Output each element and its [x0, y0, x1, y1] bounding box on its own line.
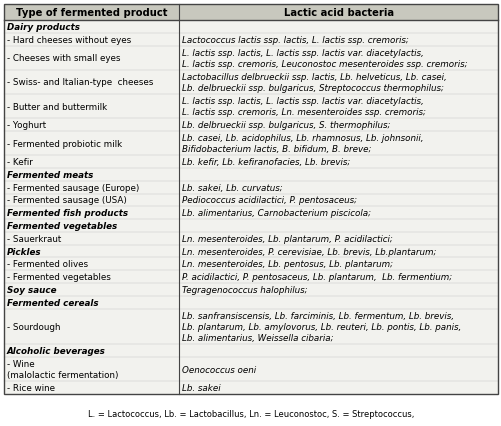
Text: - Fermented olives: - Fermented olives [7, 260, 88, 269]
Text: Fermented cereals: Fermented cereals [7, 298, 98, 307]
Text: Dairy products: Dairy products [7, 23, 80, 32]
Text: - Sauerkraut: - Sauerkraut [7, 234, 61, 243]
Text: Fermented vegetables: Fermented vegetables [7, 222, 117, 230]
Text: Lb. casei, Lb. acidophilus, Lb. rhamnosus, Lb. johnsonii,
Bifidobacterium lactis: Lb. casei, Lb. acidophilus, Lb. rhamnosu… [182, 134, 423, 154]
Text: Ln. mesenteroides, P. cerevisiae, Lb. brevis, Lb.plantarum;: Ln. mesenteroides, P. cerevisiae, Lb. br… [182, 247, 436, 256]
Text: - Fermented sausage (Europe): - Fermented sausage (Europe) [7, 183, 139, 192]
Text: P. acidilactici, P. pentosaceus, Lb. plantarum,  Lb. fermentium;: P. acidilactici, P. pentosaceus, Lb. pla… [182, 273, 452, 282]
Text: Lb. delbrueckii ssp. bulgaricus, S. thermophilus;: Lb. delbrueckii ssp. bulgaricus, S. ther… [182, 121, 390, 130]
Text: - Hard cheeses without eyes: - Hard cheeses without eyes [7, 36, 131, 45]
Text: Pediococcus acidilactici, P. pentosaceus;: Pediococcus acidilactici, P. pentosaceus… [182, 196, 357, 205]
Text: Lactococcus lactis ssp. lactis, L. lactis ssp. cremoris;: Lactococcus lactis ssp. lactis, L. lacti… [182, 36, 408, 45]
Text: Oenococcus oeni: Oenococcus oeni [182, 365, 256, 374]
Text: Ln. mesenteroides, Lb. pentosus, Lb. plantarum;: Ln. mesenteroides, Lb. pentosus, Lb. pla… [182, 260, 393, 269]
Bar [4, 21, 497, 394]
Text: Lb. sanfransiscensis, Lb. farciminis, Lb. fermentum, Lb. brevis,
Lb. plantarum, : Lb. sanfransiscensis, Lb. farciminis, Lb… [182, 311, 461, 342]
Text: Fermented fish products: Fermented fish products [7, 209, 128, 218]
Text: - Kefir: - Kefir [7, 158, 33, 167]
Text: - Fermented vegetables: - Fermented vegetables [7, 273, 111, 282]
Text: L. = Lactococcus, Lb. = Lactobacillus, Ln. = Leuconostoc, S. = Streptococcus,: L. = Lactococcus, Lb. = Lactobacillus, L… [88, 409, 413, 418]
Text: - Butter and buttermilk: - Butter and buttermilk [7, 102, 107, 111]
Text: Alcoholic beverages: Alcoholic beverages [7, 346, 106, 355]
Text: - Wine
(malolactic fermentation): - Wine (malolactic fermentation) [7, 360, 118, 379]
Text: Type of fermented product: Type of fermented product [16, 8, 167, 18]
Text: Lb. sakei, Lb. curvatus;: Lb. sakei, Lb. curvatus; [182, 183, 283, 192]
Text: L. lactis ssp. lactis, L. lactis ssp. lactis var. diacetylactis,
L. lactis ssp. : L. lactis ssp. lactis, L. lactis ssp. la… [182, 97, 425, 117]
Text: - Fermented probiotic milk: - Fermented probiotic milk [7, 139, 122, 148]
Text: Lb. kefir, Lb. kefiranofacies, Lb. brevis;: Lb. kefir, Lb. kefiranofacies, Lb. brevi… [182, 158, 350, 167]
Text: Lb. sakei: Lb. sakei [182, 383, 220, 392]
Text: Lactobacillus delbrueckii ssp. lactis, Lb. helveticus, Lb. casei,
Lb. delbruecki: Lactobacillus delbrueckii ssp. lactis, L… [182, 73, 446, 92]
Text: - Sourdough: - Sourdough [7, 322, 61, 331]
Text: Soy sauce: Soy sauce [7, 285, 57, 294]
Text: Ln. mesenteroides, Lb. plantarum, P. acidilactici;: Ln. mesenteroides, Lb. plantarum, P. aci… [182, 234, 392, 243]
Text: - Yoghurt: - Yoghurt [7, 121, 46, 130]
Text: - Swiss- and Italian-type  cheeses: - Swiss- and Italian-type cheeses [7, 78, 153, 87]
Text: Lb. alimentarius, Carnobacterium piscicola;: Lb. alimentarius, Carnobacterium piscico… [182, 209, 371, 218]
Text: Fermented meats: Fermented meats [7, 170, 93, 179]
Text: Tegragenococcus halophilus;: Tegragenococcus halophilus; [182, 285, 308, 294]
Text: - Cheeses with small eyes: - Cheeses with small eyes [7, 54, 120, 63]
Text: Lactic acid bacteria: Lactic acid bacteria [283, 8, 393, 18]
Text: - Rice wine: - Rice wine [7, 383, 55, 392]
Text: - Fermented sausage (USA): - Fermented sausage (USA) [7, 196, 127, 205]
Text: Pickles: Pickles [7, 247, 42, 256]
Text: L. lactis ssp. lactis, L. lactis ssp. lactis var. diacetylactis,
L. lactis ssp. : L. lactis ssp. lactis, L. lactis ssp. la… [182, 49, 467, 69]
Bar [4, 5, 497, 21]
